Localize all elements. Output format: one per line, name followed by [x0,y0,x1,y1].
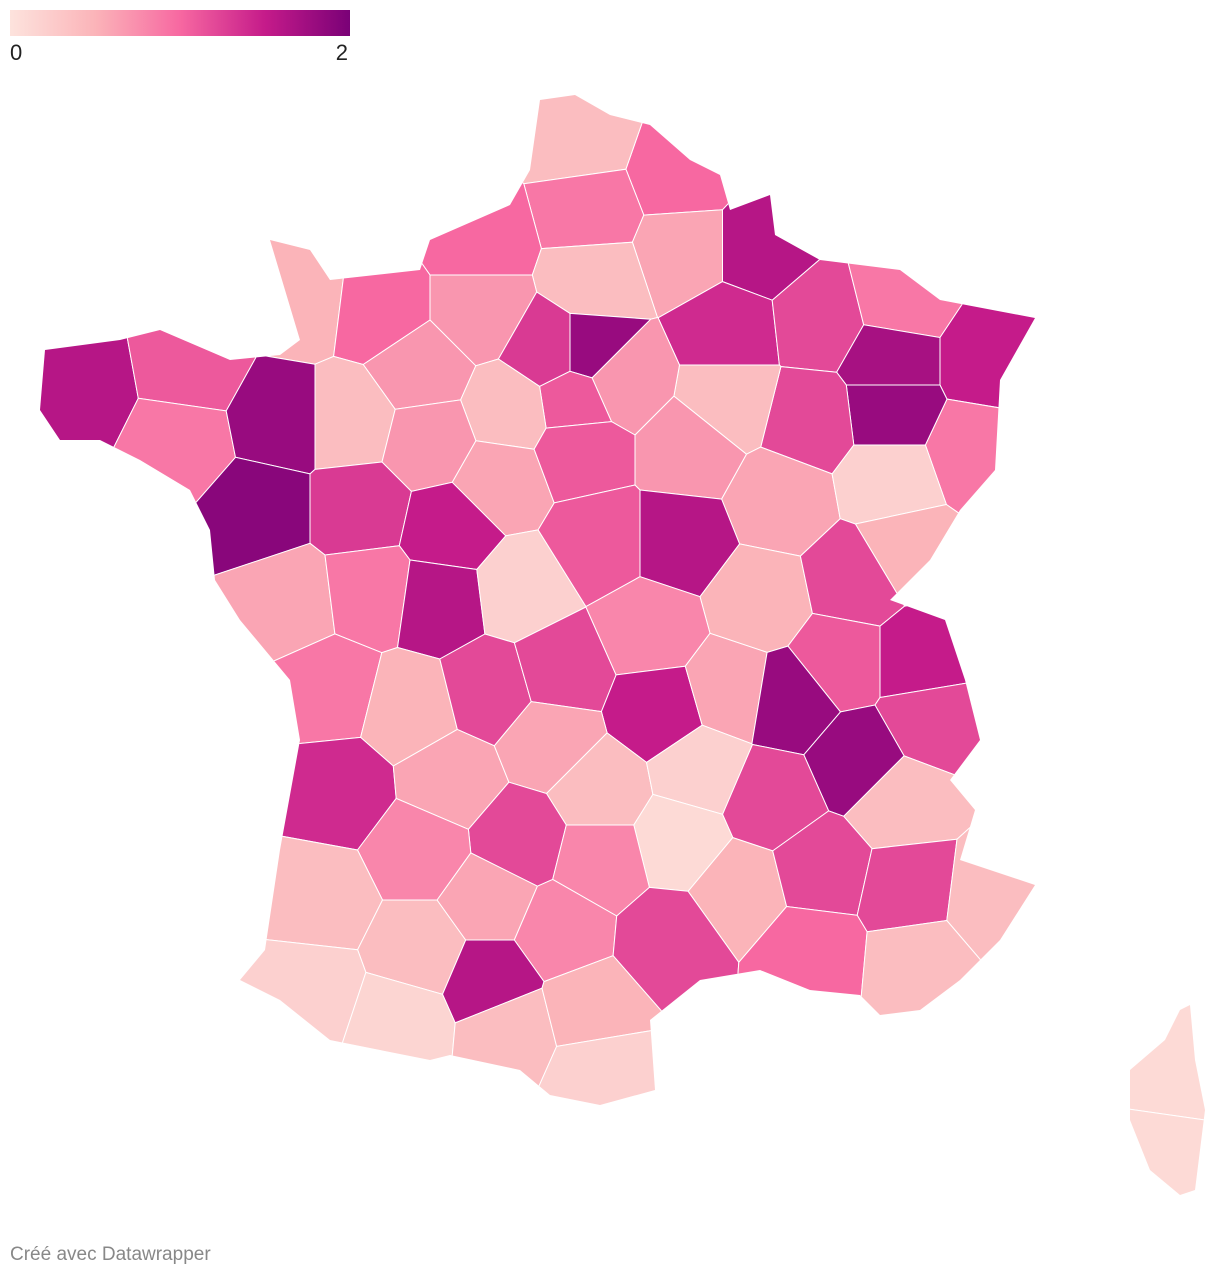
department [322,95,542,276]
color-legend [10,10,350,36]
legend-tick-label: 0 [10,40,22,65]
department [76,95,358,365]
department [40,736,397,851]
department [625,95,855,216]
department [523,168,645,250]
department [40,95,139,676]
department [839,919,1043,1195]
legend-tick-label: 2 [336,40,348,65]
department [879,584,1205,699]
department [946,722,1205,1033]
department [841,95,1120,339]
department [924,398,1205,628]
credit: Créé avec Datawrapper [10,1244,211,1265]
department [309,461,412,556]
department [731,905,868,1195]
departments [40,95,1205,1195]
department [408,95,662,185]
department [40,397,237,683]
department [40,909,367,1195]
department [939,95,1205,446]
department [1012,847,1205,1123]
department [856,838,958,933]
